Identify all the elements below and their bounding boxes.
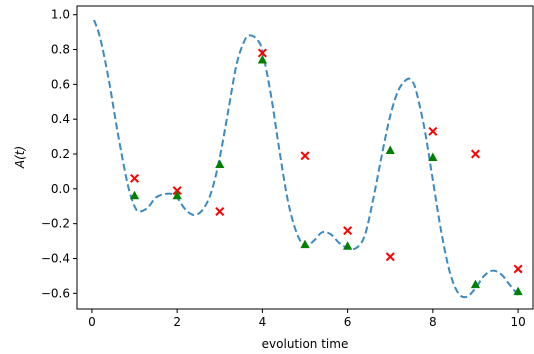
x-marker-point — [513, 264, 523, 274]
ticks-layer: 0 2 4 6 8 10 1.0 0.8 0.6 0.4 0.2 0.0 −0.2 −0.4 −0.6 — [41, 8, 526, 329]
triangle-marker-point — [215, 159, 225, 168]
x-tick-label: 2 — [173, 315, 181, 329]
x-marker-point — [343, 226, 353, 236]
x-marker-point — [428, 126, 438, 136]
dashed-series-line — [93, 19, 519, 299]
x-marker-point — [385, 252, 395, 262]
y-tick-label: 0.0 — [51, 182, 70, 196]
triangle-marker-point — [300, 239, 310, 249]
triangle-marker-point — [513, 286, 523, 296]
x-marker-point — [215, 206, 225, 216]
y-tick-label: 0.8 — [51, 43, 70, 57]
triangle-marker-point — [172, 190, 182, 200]
x-tick-label: 8 — [429, 315, 437, 329]
x-tick-label: 10 — [510, 315, 525, 329]
x-axis-label: evolution time — [262, 337, 349, 351]
x-marker-point — [257, 48, 267, 58]
triangle-marker-point — [385, 145, 395, 155]
x-tick-label: 6 — [344, 315, 352, 329]
triangle-marker-point — [343, 241, 353, 250]
x-marker-point — [470, 149, 480, 159]
y-tick-label: −0.6 — [41, 286, 70, 300]
x-tick-label: 0 — [88, 315, 96, 329]
triangle-marker-point — [470, 279, 481, 289]
y-axis-label: A(t) — [13, 146, 27, 169]
x-tick-label: 4 — [259, 315, 267, 329]
x-marker-point — [172, 186, 182, 196]
series-layer — [93, 19, 523, 299]
y-tick-label: −0.2 — [41, 217, 70, 231]
x-marker-point — [300, 151, 310, 161]
y-tick-label: 1.0 — [51, 8, 70, 22]
y-tick-label: −0.4 — [41, 252, 70, 266]
y-tick-label: 0.2 — [51, 147, 70, 161]
x-marker-point — [130, 173, 140, 183]
y-tick-label: 0.6 — [51, 77, 70, 91]
triangle-marker-point — [257, 54, 267, 64]
plot-area — [76, 5, 534, 310]
triangle-marker-point — [428, 152, 438, 161]
triangle-marker-point — [129, 190, 140, 200]
y-tick-label: 0.4 — [51, 112, 70, 126]
